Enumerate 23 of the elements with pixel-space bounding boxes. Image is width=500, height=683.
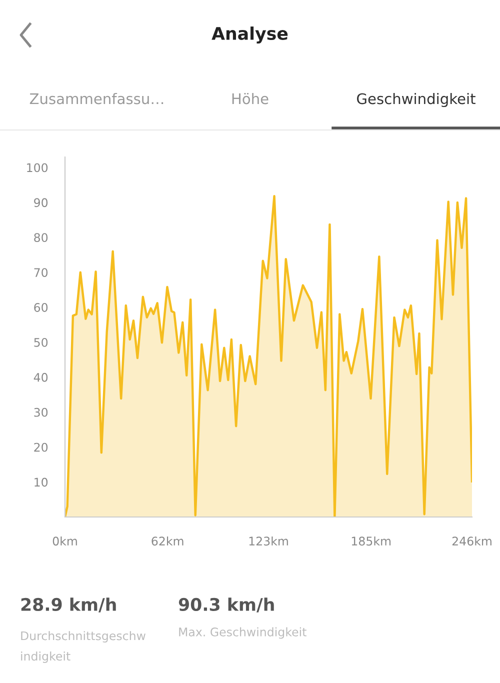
text: Max. Geschwindigkeit	[179, 627, 306, 639]
text: Höhe	[232, 92, 268, 104]
x-tick-label: 246km	[452, 536, 492, 546]
y-tick-label: 50	[34, 338, 48, 347]
x-tick-label: 123km	[249, 536, 288, 546]
y-tick-label: 60	[34, 303, 48, 312]
text: Geschwindigkeit	[357, 92, 476, 108]
text: Zusammenfassu…	[30, 92, 164, 104]
y-tick-label: 30	[34, 408, 48, 417]
y-tick-label: 90	[34, 198, 48, 208]
text: 90.3 km/h	[178, 598, 274, 612]
y-tick-label: 20	[34, 442, 48, 452]
text: 28.9 km/h	[21, 598, 116, 612]
y-tick-label: 10	[34, 478, 48, 487]
y-tick-label: 80	[34, 233, 48, 242]
text: Durchschnittsgeschw indigkeit	[21, 631, 146, 663]
chart-title: Analyse	[212, 26, 288, 44]
y-tick-label: 70	[34, 268, 48, 277]
x-tick-label: 62km	[152, 536, 184, 546]
x-tick-label: 0km	[52, 536, 77, 546]
y-tick-label: 40	[34, 372, 48, 382]
x-tick-label: 185km	[352, 536, 391, 546]
y-tick-label: 100	[27, 163, 48, 172]
